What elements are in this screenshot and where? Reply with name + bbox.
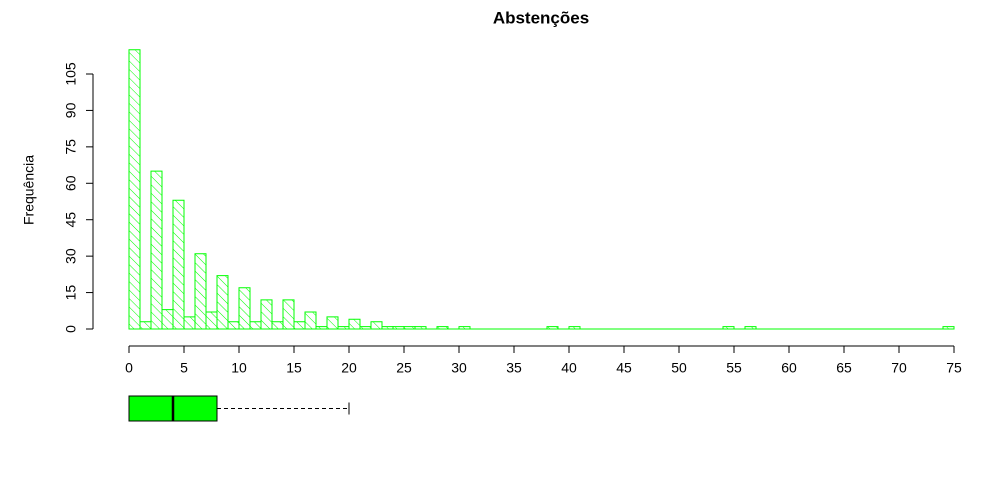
bar	[337, 326, 350, 330]
bar	[326, 316, 339, 330]
x-tick-label: 40	[561, 360, 577, 376]
y-tick-label: 105	[63, 62, 79, 86]
y-tick-label: 45	[63, 212, 79, 228]
x-tick-label: 45	[616, 360, 632, 376]
x-tick-label: 70	[891, 360, 907, 376]
bar	[194, 253, 207, 330]
bar	[205, 311, 218, 330]
x-tick-label: 60	[781, 360, 797, 376]
x-tick-label: 55	[726, 360, 742, 376]
x-tick-label: 75	[946, 360, 962, 376]
bar	[381, 326, 394, 330]
bar	[370, 321, 383, 330]
x-tick-label: 0	[125, 360, 133, 376]
y-tick-label: 75	[63, 139, 79, 155]
bar	[128, 49, 141, 330]
chart-title: Abstenções	[493, 8, 589, 27]
bar	[359, 326, 372, 330]
y-tick-label: 90	[63, 102, 79, 118]
x-tick-label: 30	[451, 360, 467, 376]
y-tick-label: 60	[63, 175, 79, 191]
bar	[260, 299, 273, 330]
bar	[304, 311, 317, 330]
bar	[942, 326, 955, 330]
x-tick-label: 5	[180, 360, 188, 376]
x-tick-label: 65	[836, 360, 852, 376]
bar	[183, 316, 196, 330]
y-tick-label: 30	[63, 248, 79, 264]
bar	[392, 326, 405, 330]
bar	[150, 170, 163, 330]
bar	[436, 326, 449, 330]
bar	[403, 326, 416, 330]
bar	[722, 326, 735, 330]
bar	[315, 326, 328, 330]
bar	[238, 287, 251, 330]
x-tick-label: 50	[671, 360, 687, 376]
bar	[249, 321, 262, 330]
bar	[458, 326, 471, 330]
x-tick-label: 20	[341, 360, 357, 376]
x-tick-label: 10	[231, 360, 247, 376]
bar	[227, 321, 240, 330]
bar	[568, 326, 581, 330]
bar	[271, 321, 284, 330]
bar	[293, 321, 306, 330]
bar	[139, 321, 152, 330]
x-tick-label: 35	[506, 360, 522, 376]
bar	[161, 309, 174, 330]
bar	[744, 326, 757, 330]
bar	[216, 275, 229, 330]
y-tick-label: 15	[63, 285, 79, 301]
bar	[546, 326, 559, 330]
y-tick-label: 0	[63, 325, 79, 333]
bar	[282, 299, 295, 330]
x-tick-label: 15	[286, 360, 302, 376]
x-tick-label: 25	[396, 360, 412, 376]
bar	[172, 199, 185, 330]
bar	[414, 326, 427, 330]
y-axis-label: Frequência	[21, 155, 37, 225]
bar	[348, 318, 361, 330]
